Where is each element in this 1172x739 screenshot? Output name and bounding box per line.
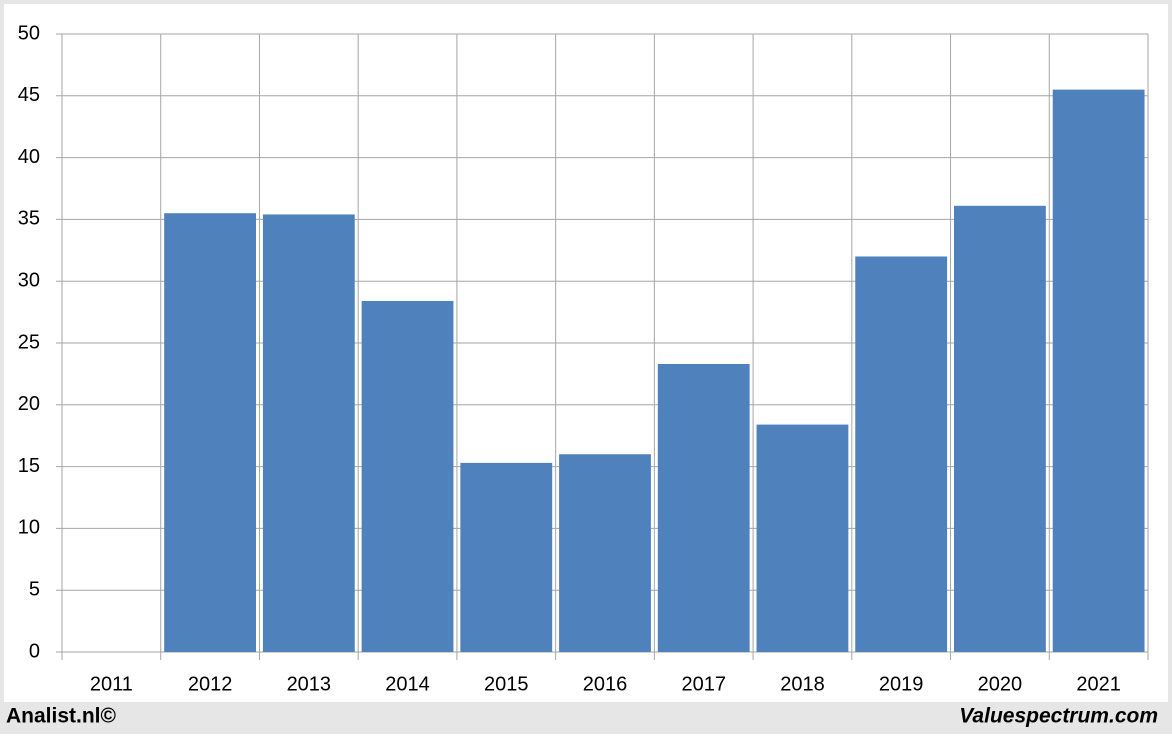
- x-tick-label: 2019: [879, 673, 924, 695]
- y-tick-label: 20: [18, 393, 40, 415]
- y-tick-label: 30: [18, 269, 40, 291]
- y-tick-label: 10: [18, 517, 40, 539]
- y-tick-label: 25: [18, 331, 40, 353]
- bar: [855, 256, 948, 652]
- x-tick-label: 2020: [978, 673, 1023, 695]
- y-tick-label: 50: [18, 22, 40, 44]
- bar: [164, 213, 256, 652]
- y-tick-label: 35: [18, 208, 40, 230]
- y-tick-label: 15: [18, 455, 40, 477]
- footer-left: Analist.nl©: [6, 705, 117, 728]
- bar: [460, 462, 553, 652]
- footer-right: Valuespectrum.com: [959, 705, 1158, 728]
- bar: [262, 214, 355, 652]
- x-tick-label: 2012: [188, 673, 233, 695]
- y-tick-label: 45: [18, 84, 40, 106]
- bar: [756, 424, 849, 652]
- x-tick-label: 2011: [90, 673, 133, 695]
- x-tick-label: 2021: [1076, 673, 1121, 695]
- bar: [657, 364, 750, 652]
- y-tick-label: 5: [29, 578, 40, 600]
- bar: [361, 300, 454, 652]
- y-tick-label: 0: [29, 640, 40, 662]
- x-tick-label: 2017: [681, 673, 726, 695]
- bar: [954, 205, 1046, 652]
- x-tick-label: 2013: [287, 673, 332, 695]
- x-tick-label: 2016: [583, 673, 628, 695]
- x-tick-label: 2014: [385, 673, 430, 695]
- x-tick-label: 2015: [484, 673, 529, 695]
- x-tick-label: 2018: [780, 673, 825, 695]
- bar: [559, 454, 651, 652]
- bar: [1052, 89, 1145, 653]
- y-tick-label: 40: [18, 146, 40, 168]
